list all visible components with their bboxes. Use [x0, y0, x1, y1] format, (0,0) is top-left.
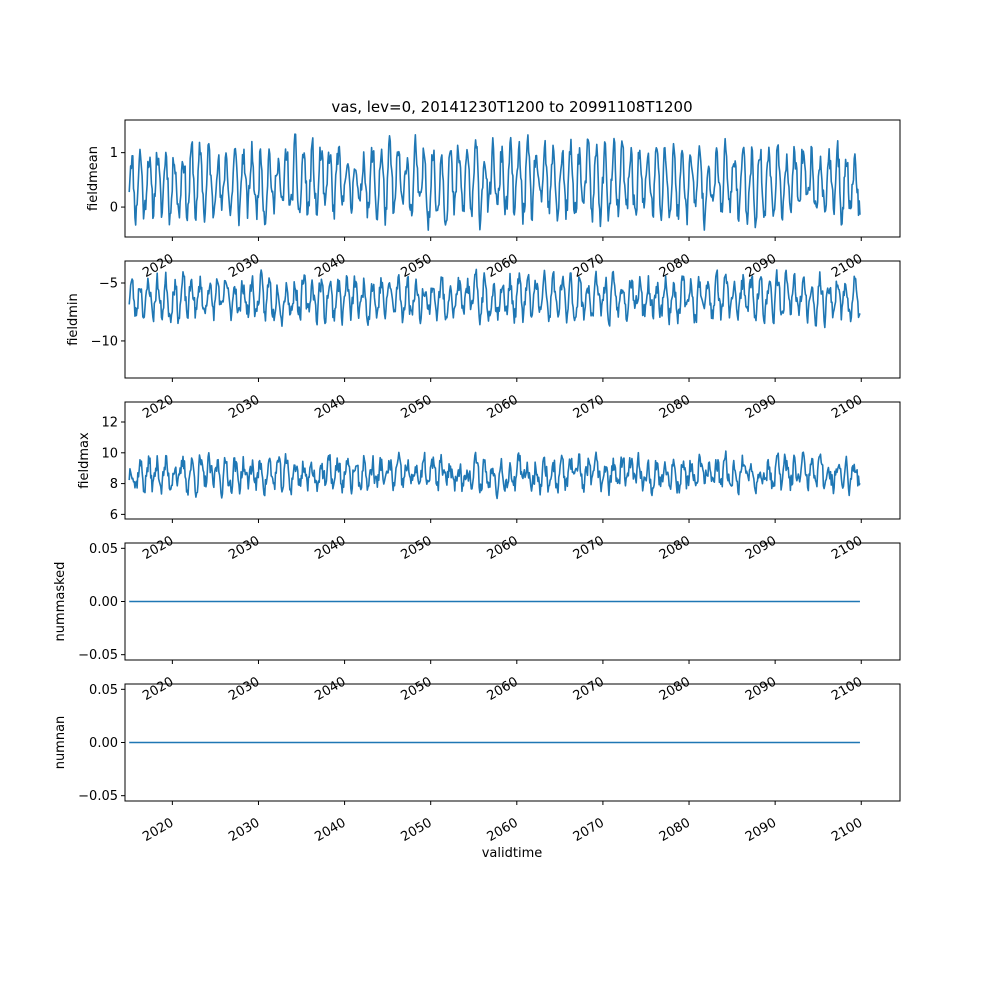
- series-line-fieldmin: [128, 268, 861, 329]
- x-tick-label: 2050: [399, 533, 435, 563]
- x-tick-label: 2020: [140, 815, 176, 845]
- x-tick-label: 2090: [743, 533, 779, 563]
- series-line-fieldmean: [128, 133, 861, 231]
- x-tick-label: 2030: [226, 392, 262, 422]
- x-tick-label: 2090: [743, 815, 779, 845]
- x-tick-label: 2030: [226, 815, 262, 845]
- x-tick-label: 2090: [743, 392, 779, 422]
- x-tick-label: 2100: [829, 251, 865, 281]
- x-tick-label: 2040: [312, 674, 348, 704]
- y-tick-label: 6: [110, 508, 118, 523]
- subplot-nummasked: −0.05 0.00 0.05 nummasked 2020 2030 2040 2050 20…: [53, 542, 901, 704]
- x-tick-label: 2080: [657, 251, 693, 281]
- y-tick-label: −5: [99, 277, 118, 292]
- x-tick-label: 2070: [571, 674, 607, 704]
- y-axis-label: numnan: [53, 716, 68, 770]
- x-tick-label: 2080: [657, 674, 693, 704]
- subplots: 0 1 fieldmean 2020 2030 2040 2050 2060 2070 2080 2…: [53, 119, 901, 845]
- subplot-fieldmin: −10 −5 fieldmin 2020 2030 2040 2050 2060 2070 208…: [66, 260, 901, 422]
- x-tick-label: 2020: [140, 533, 176, 563]
- x-tick-label: 2060: [485, 674, 521, 704]
- y-tick-label: 1: [110, 146, 118, 161]
- x-tick-label: 2050: [399, 251, 435, 281]
- series-line-fieldmax: [128, 450, 861, 500]
- chart-title: vas, lev=0, 20141230T1200 to 20991108T12…: [331, 98, 692, 116]
- subplot-numnan: −0.05 0.00 0.05 numnan 2020 2030 2040 2050 2060 2…: [53, 683, 901, 845]
- x-tick-label: 2100: [829, 674, 865, 704]
- axes-frame: [124, 401, 901, 520]
- x-tick-label: 2040: [312, 533, 348, 563]
- x-tick-label: 2050: [399, 674, 435, 704]
- x-tick-label: 2090: [743, 674, 779, 704]
- x-tick-label: 2070: [571, 392, 607, 422]
- x-tick-label: 2060: [485, 533, 521, 563]
- y-axis-label: fieldmin: [66, 293, 81, 346]
- subplot-fieldmean: 0 1 fieldmean 2020 2030 2040 2050 2060 2070 2080 2…: [86, 119, 901, 281]
- x-tick-label: 2050: [399, 815, 435, 845]
- x-tick-label: 2100: [829, 533, 865, 563]
- x-tick-label: 2040: [312, 815, 348, 845]
- subplot-fieldmax: 6 8 10 12 fieldmax 2020 2030 2040 2050 2060 2070 20…: [77, 401, 901, 563]
- x-tick-label: 2030: [226, 533, 262, 563]
- x-tick-label: 2040: [312, 392, 348, 422]
- x-tick-label: 2080: [657, 815, 693, 845]
- y-tick-label: 0.00: [89, 736, 118, 751]
- y-tick-label: −0.05: [78, 648, 118, 663]
- y-axis-label: fieldmean: [86, 146, 101, 211]
- y-tick-label: 0.05: [89, 683, 118, 698]
- x-tick-label: 2080: [657, 392, 693, 422]
- x-tick-label: 2020: [140, 674, 176, 704]
- x-tick-label: 2030: [226, 674, 262, 704]
- x-tick-label: 2020: [140, 392, 176, 422]
- y-tick-label: 0.05: [89, 542, 118, 557]
- y-tick-label: 8: [110, 477, 118, 492]
- y-tick-label: 10: [101, 446, 118, 461]
- x-tick-label: 2060: [485, 392, 521, 422]
- x-tick-label: 2080: [657, 533, 693, 563]
- x-tick-label: 2070: [571, 533, 607, 563]
- x-tick-label: 2030: [226, 251, 262, 281]
- x-tick-label: 2070: [571, 815, 607, 845]
- x-tick-label: 2050: [399, 392, 435, 422]
- axes-frame: [124, 119, 901, 238]
- axes-frame: [124, 260, 901, 379]
- x-tick-label: 2100: [829, 392, 865, 422]
- y-tick-label: −0.05: [78, 789, 118, 804]
- x-tick-label: 2070: [571, 251, 607, 281]
- x-tick-label: 2020: [140, 251, 176, 281]
- x-tick-label: 2100: [829, 815, 865, 845]
- y-axis-label: fieldmax: [77, 432, 92, 489]
- y-tick-label: 0.00: [89, 595, 118, 610]
- x-tick-label: 2060: [485, 251, 521, 281]
- x-tick-label: 2060: [485, 815, 521, 845]
- x-axis-label: validtime: [482, 846, 543, 861]
- y-tick-label: 0: [110, 201, 118, 216]
- y-tick-label: −10: [91, 334, 118, 349]
- x-tick-label: 2040: [312, 251, 348, 281]
- y-axis-label: nummasked: [53, 562, 68, 642]
- y-tick-label: 12: [101, 416, 118, 431]
